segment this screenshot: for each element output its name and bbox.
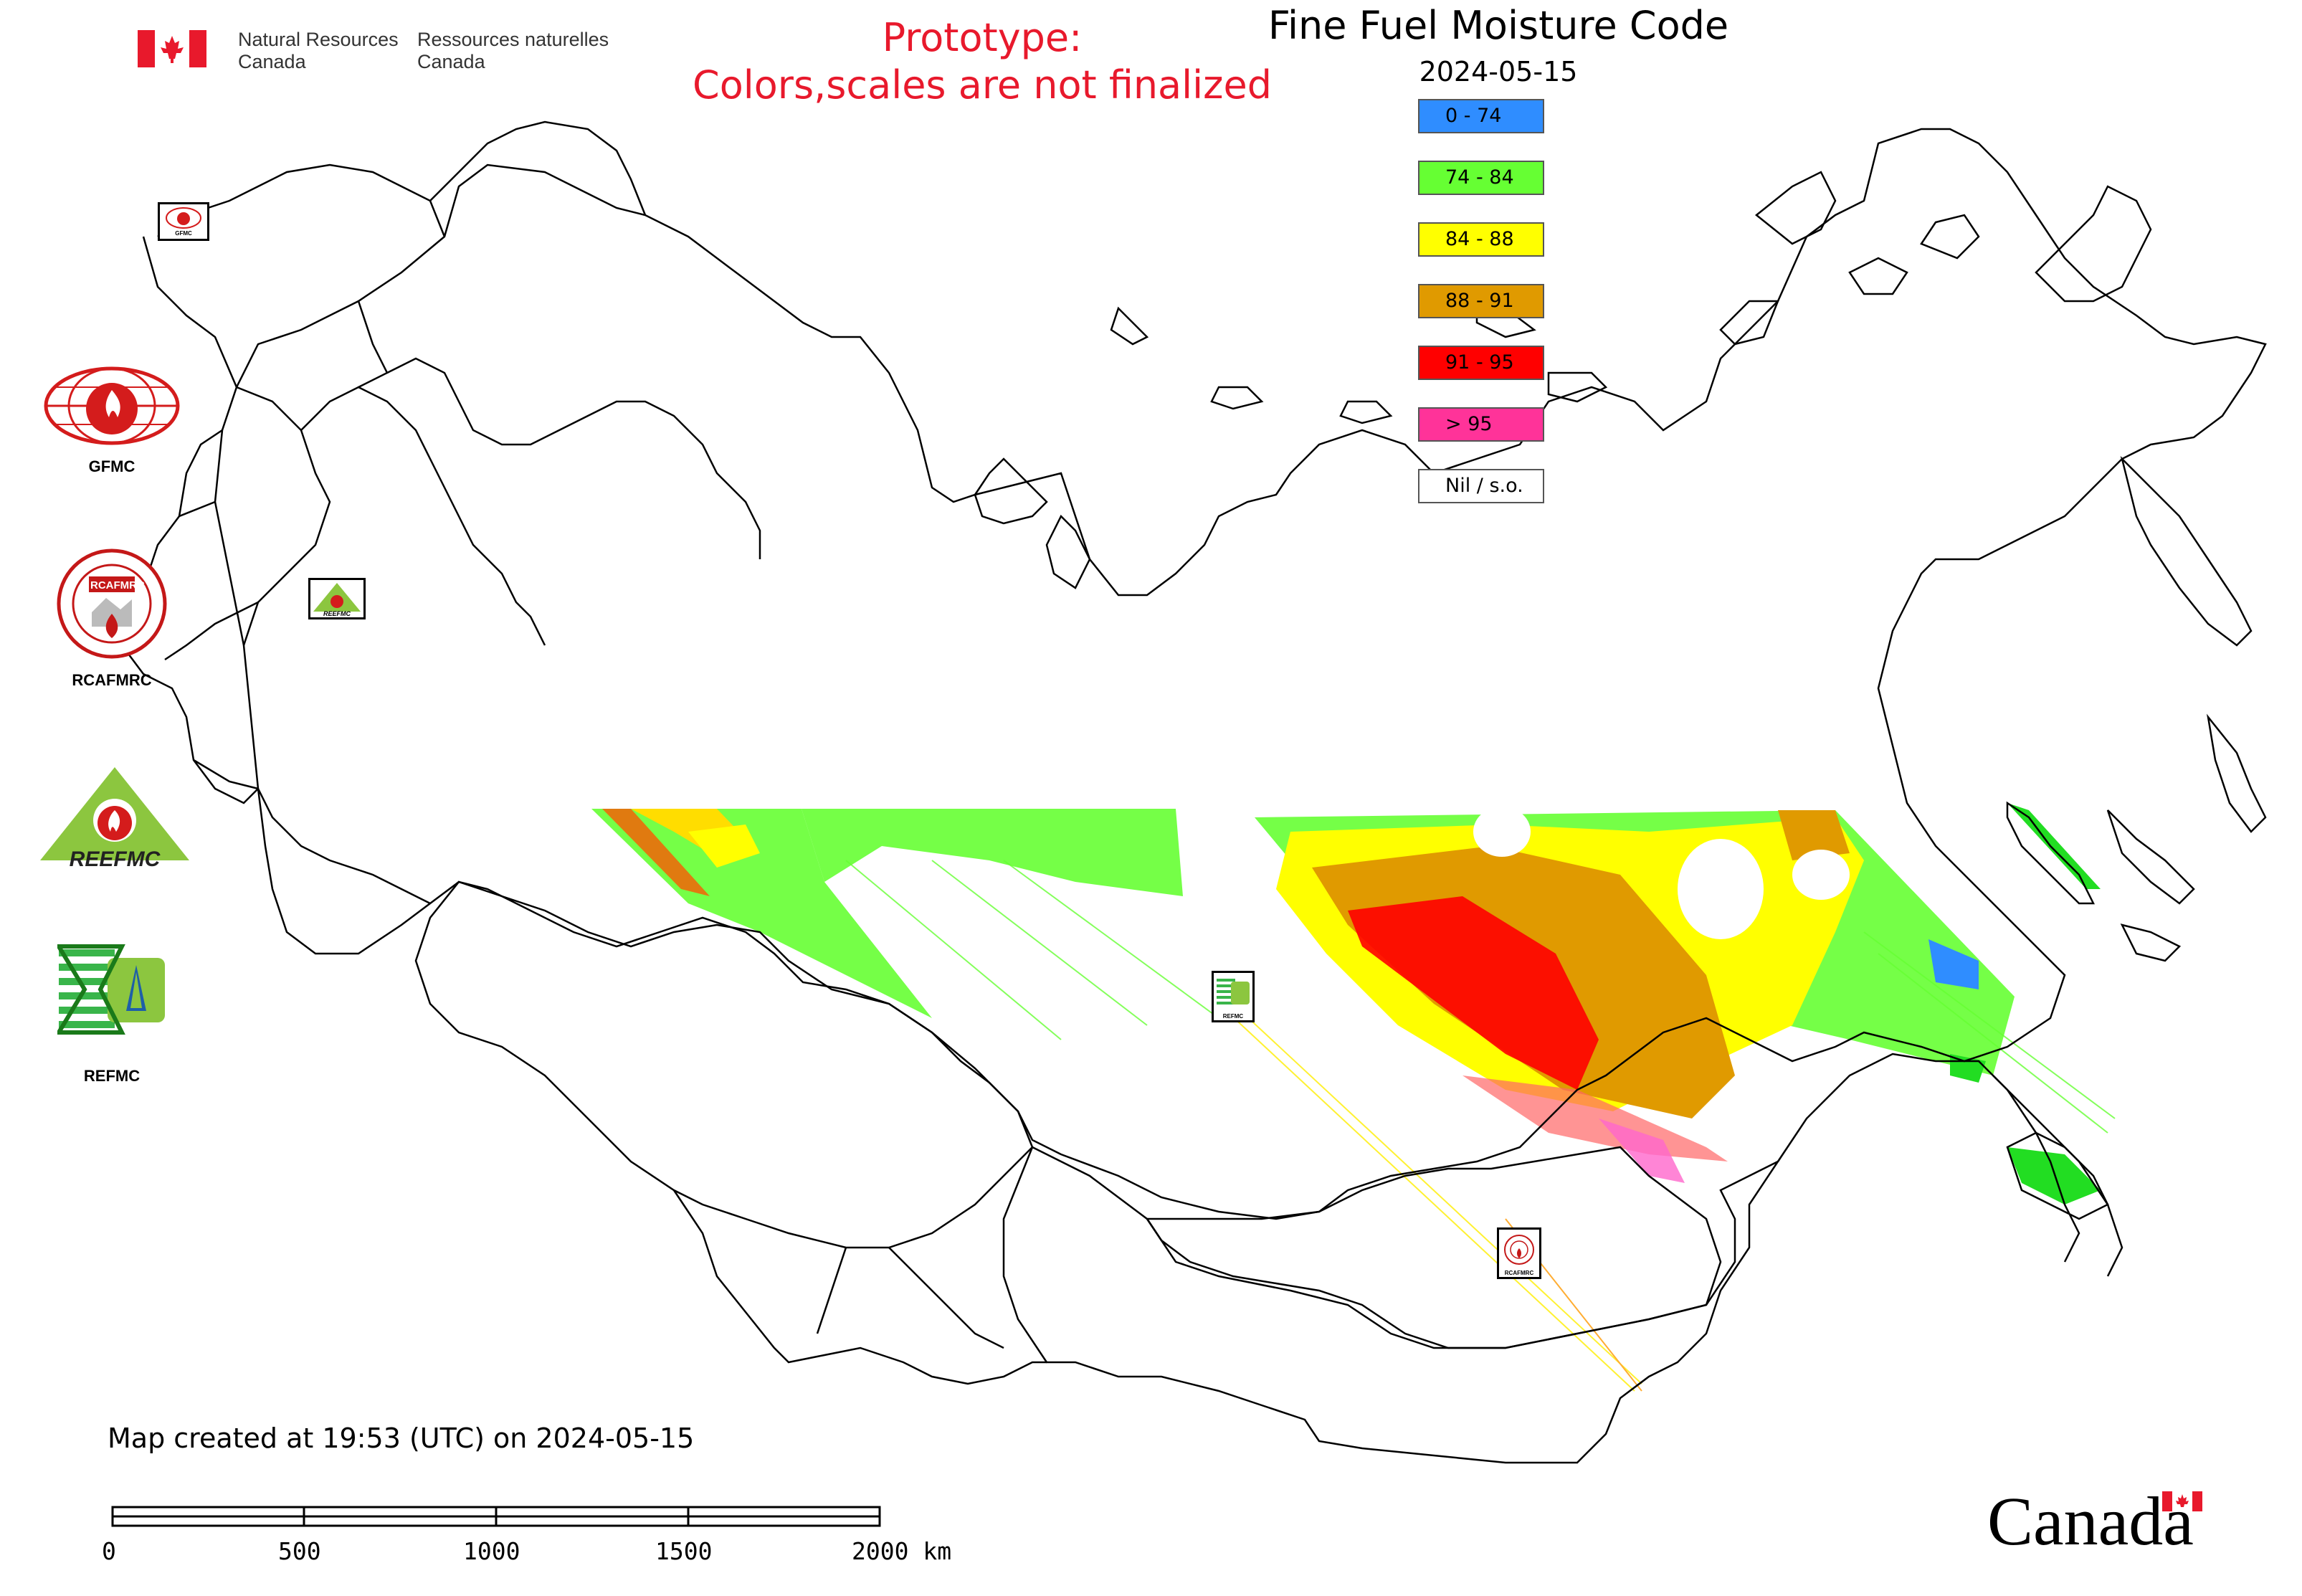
rcafmrc-logo: RCAFMRC [56, 548, 168, 660]
scale-label-500: 500 [278, 1537, 321, 1565]
map-marker-reefmc-label: REEFMC [323, 610, 351, 617]
map-marker-reefmc[interactable]: REEFMC [308, 578, 366, 619]
map-title: Fine Fuel Moisture Code [1267, 3, 1729, 48]
refmc-label: REFMC [83, 1067, 141, 1085]
reefmc-logo-text: REEFMC [69, 847, 161, 871]
legend-item-0: 0 - 74 [1418, 99, 1544, 133]
ffmc-data-layer [591, 803, 2116, 1392]
map-created-timestamp: Map created at 19:53 (UTC) on 2024-05-15 [108, 1422, 695, 1454]
scale-label-1000: 1000 [463, 1537, 520, 1565]
refmc-logo [54, 944, 169, 1035]
legend-item-5: > 95 [1418, 407, 1544, 442]
legend-item-4: 91 - 95 [1418, 346, 1544, 380]
nrcan-french-name: Ressources naturelles Canada [417, 29, 609, 72]
map-marker-gfmc[interactable]: GFMC [158, 202, 209, 241]
scale-label-0: 0 [102, 1537, 116, 1565]
legend-item-6: Nil / s.o. [1418, 469, 1544, 503]
gfmc-label: GFMC [88, 457, 135, 475]
map-marker-refmc[interactable]: REFMC [1212, 971, 1255, 1022]
canada-wordmark-flag-icon [2162, 1491, 2202, 1511]
scale-label-2000: 2000 km [852, 1537, 952, 1565]
map-marker-gfmc-label: GFMC [175, 230, 192, 237]
rcafmrc-logo-text: RCAFMRC [90, 579, 145, 592]
scale-label-1500: 1500 [655, 1537, 713, 1565]
map-date: 2024-05-15 [1419, 56, 1578, 87]
nrcan-english-name: Natural Resources Canada [238, 29, 399, 72]
legend-item-1: 74 - 84 [1418, 161, 1544, 195]
prototype-notice: Prototype: Colors,scales are not finaliz… [693, 15, 1272, 108]
canada-wordmark: Canada [1987, 1481, 2202, 1561]
map-marker-rcafmrc-label: RCAFMRC [1504, 1270, 1534, 1276]
scale-bar [111, 1506, 881, 1527]
rcafmrc-label: RCAFMRC [72, 671, 152, 689]
gfmc-logo [40, 364, 184, 450]
legend-item-3: 88 - 91 [1418, 284, 1544, 318]
nrcan-flag [138, 30, 206, 67]
country-boundaries [120, 120, 2267, 1464]
map-marker-rcafmrc[interactable]: RCAFMRC [1497, 1227, 1541, 1279]
canada-wordmark-text: Canada [1987, 1483, 2194, 1559]
map-marker-refmc-label: REFMC [1222, 1013, 1244, 1020]
reefmc-logo: REEFMC [37, 764, 192, 872]
legend-item-2: 84 - 88 [1418, 222, 1544, 257]
